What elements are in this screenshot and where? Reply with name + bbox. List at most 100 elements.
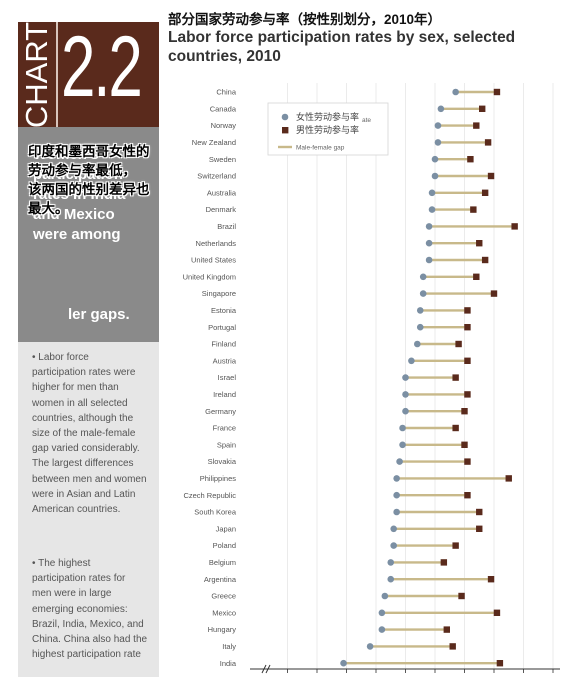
legend-female-label: 女性劳动参与率: [296, 111, 359, 122]
male-point: [473, 122, 480, 129]
female-point: [437, 105, 445, 113]
female-point: [419, 290, 427, 297]
female-point: [340, 659, 347, 667]
female-point: [387, 559, 395, 566]
country-label: Poland: [213, 541, 236, 550]
female-point: [431, 155, 439, 163]
male-point: [476, 508, 483, 516]
chart-rows: China Canada Norway New Zealand Sweden Switze…: [183, 88, 518, 668]
male-point: [464, 458, 471, 465]
country-label: Finland: [211, 340, 236, 349]
male-point: [470, 206, 477, 213]
country-label: New Zealand: [192, 138, 236, 147]
country-label: Austria: [213, 356, 237, 365]
country-label: Czech Republic: [183, 491, 236, 500]
headline-tail: ler gaps.: [68, 306, 130, 323]
country-label: Sweden: [209, 155, 236, 164]
female-point: [425, 256, 433, 264]
female-point: [425, 239, 433, 247]
female-point: [402, 374, 409, 381]
male-point: [476, 525, 483, 532]
country-label: Belgium: [209, 558, 236, 567]
male-point: [493, 609, 501, 616]
country-label: Canada: [210, 104, 237, 113]
country-label: China: [216, 88, 236, 97]
male-point: [479, 105, 486, 112]
legend-female-label-suffix: ate: [362, 117, 371, 124]
chart-title-chinese: 部分国家劳动参与率（按性别划分，2010年）: [168, 12, 442, 27]
male-point: [443, 626, 450, 633]
female-point: [399, 441, 406, 449]
female-point: [390, 525, 398, 533]
male-point: [464, 324, 471, 331]
female-point: [390, 542, 398, 549]
male-point: [493, 88, 501, 96]
male-point: [467, 156, 474, 163]
country-label: Ireland: [213, 390, 236, 399]
chart-number: 2.2: [61, 19, 143, 115]
female-point: [431, 172, 439, 180]
bullet-1: • Labor force participation rates were hig…: [32, 352, 147, 516]
country-label: Germany: [205, 407, 236, 416]
country-label: Portugal: [208, 323, 236, 332]
female-point: [393, 508, 400, 516]
male-point: [505, 475, 512, 482]
female-point: [378, 626, 386, 633]
chinese-overlay-caption: 印度和墨西哥女性的 劳动参与率最低， 该两国的性别差异也 最大。: [28, 144, 150, 216]
axis-break-mark: [261, 664, 267, 674]
female-point: [434, 122, 442, 129]
female-point: [416, 323, 424, 331]
country-label: Singapore: [202, 289, 236, 298]
legend-gap-label: Male-female gap: [296, 145, 345, 152]
male-point: [452, 424, 459, 432]
country-label: Slovakia: [208, 457, 237, 466]
female-point: [402, 391, 409, 398]
country-label: Japan: [216, 524, 236, 533]
female-point: [378, 609, 386, 617]
female-point: [428, 206, 436, 213]
male-point: [496, 660, 504, 667]
axis-break-mark: [265, 664, 271, 674]
country-label: France: [213, 424, 236, 433]
country-label: South Korea: [194, 508, 237, 517]
sidebar-panel: CHART 2.2 Women's participation rates in…: [18, 19, 159, 677]
male-point: [458, 592, 465, 600]
male-point: [487, 576, 495, 583]
country-label: United Kingdom: [183, 272, 236, 281]
legend-male-label: 男性劳动参与率: [296, 124, 359, 135]
male-point: [481, 189, 489, 196]
headline-block: Women's participation rates in India and…: [18, 127, 159, 342]
male-point: [455, 340, 462, 348]
legend-female-marker: [281, 113, 289, 121]
male-point: [461, 408, 468, 415]
country-label: Denmark: [206, 205, 237, 214]
country-label: Italy: [222, 642, 236, 651]
female-point: [399, 424, 406, 432]
country-label: Spain: [217, 440, 236, 449]
female-point: [387, 575, 395, 583]
chart-title-english: Labor force participation rates by sex, …: [168, 29, 516, 65]
chart-axis: [250, 664, 560, 674]
country-label: Philippines: [200, 474, 237, 483]
country-label: Brazil: [217, 222, 236, 231]
male-point: [461, 441, 468, 448]
bullet-2: • The highest participation rates for men …: [32, 558, 148, 661]
country-label: Israel: [218, 373, 237, 382]
country-label: Norway: [211, 121, 237, 130]
country-label: Argentina: [204, 575, 237, 584]
male-point: [484, 139, 492, 146]
country-label: India: [220, 659, 237, 668]
female-point: [425, 223, 433, 230]
female-point: [452, 88, 459, 96]
male-point: [440, 559, 448, 566]
country-label: United States: [191, 256, 236, 265]
chart-word: CHART: [18, 21, 58, 128]
chart-number-block: CHART 2.2: [18, 19, 159, 128]
male-point: [452, 374, 459, 381]
male-point: [481, 256, 489, 264]
female-point: [428, 189, 436, 197]
male-point: [464, 492, 471, 499]
female-point: [408, 357, 415, 365]
